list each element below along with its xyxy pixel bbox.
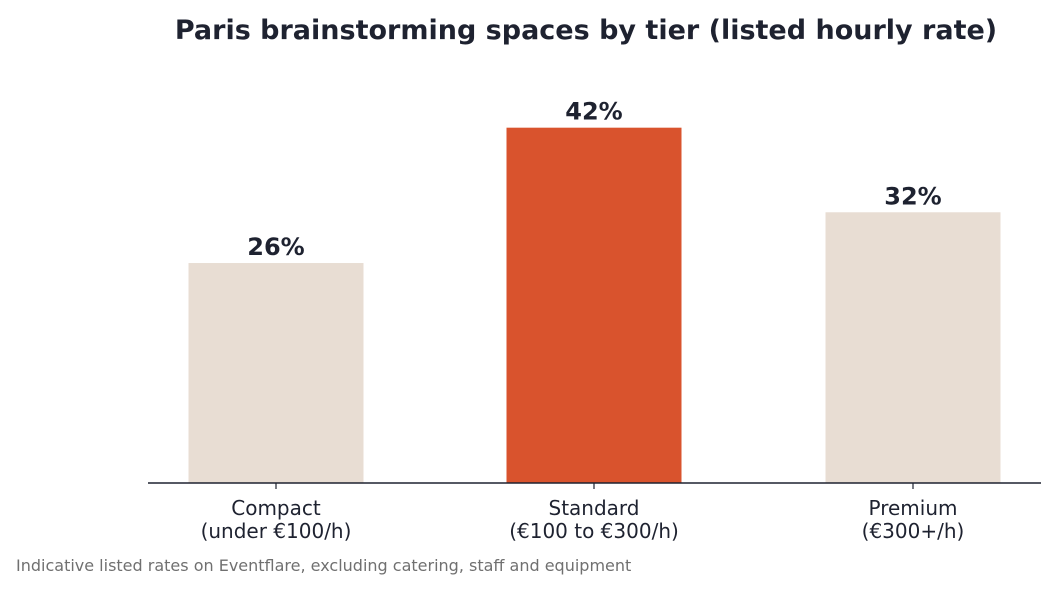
bars-group bbox=[188, 127, 1001, 484]
x-tick-label-premium-sub: (€300+/h) bbox=[862, 519, 965, 543]
x-tick-labels-group: Compact(under €100/h) Standard(€100 to €3… bbox=[201, 496, 965, 543]
value-label-compact: 26% bbox=[247, 233, 304, 261]
value-labels-group: 26% 42% 32% bbox=[247, 98, 941, 261]
x-tick-label-compact: Compact bbox=[231, 496, 321, 520]
value-label-standard: 42% bbox=[565, 98, 622, 126]
bar-premium bbox=[825, 212, 1001, 483]
footnote: Indicative listed rates on Eventflare, e… bbox=[16, 556, 631, 575]
x-tick-label-compact-sub: (under €100/h) bbox=[201, 519, 352, 543]
x-tick-label-standard: Standard bbox=[549, 496, 640, 520]
x-tick-label-premium: Premium bbox=[869, 496, 958, 520]
bar-compact bbox=[188, 263, 364, 483]
x-ticks-group bbox=[275, 483, 914, 489]
chart-title: Paris brainstorming spaces by tier (list… bbox=[175, 15, 997, 46]
bar-standard bbox=[506, 127, 682, 484]
value-label-premium: 32% bbox=[884, 182, 941, 210]
x-tick-label-standard-sub: (€100 to €300/h) bbox=[509, 519, 679, 543]
